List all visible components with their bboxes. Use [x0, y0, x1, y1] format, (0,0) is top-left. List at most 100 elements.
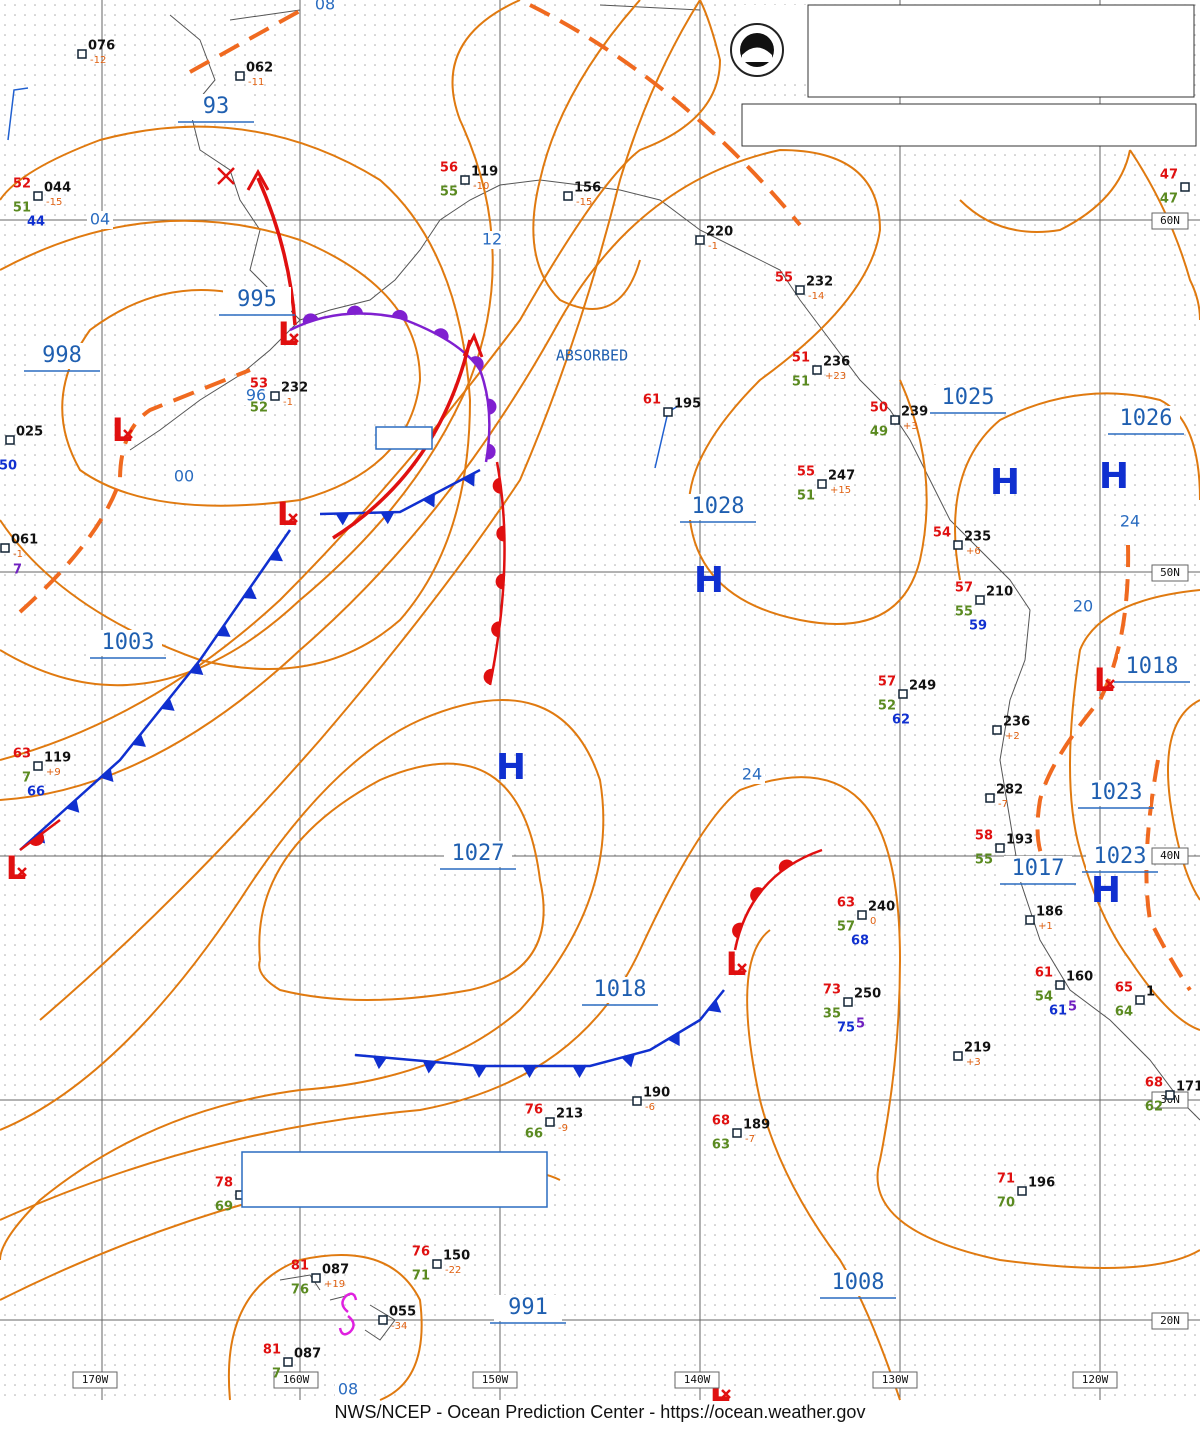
pressure-label: 998: [42, 343, 82, 368]
front: [19, 819, 61, 851]
lon-label: 120W: [1082, 1373, 1109, 1386]
pip: [132, 733, 146, 747]
station: [33, 191, 43, 201]
station-pressure: 250: [854, 987, 881, 1002]
high-center: H: [496, 747, 526, 788]
lat-label: 40N: [1160, 849, 1180, 862]
station-pressure: 235: [964, 530, 991, 545]
pip: [335, 513, 350, 526]
pip: [522, 1066, 537, 1078]
isobar-label: 08: [315, 0, 335, 14]
station-temp: 73: [823, 983, 841, 998]
station-temp: 58: [975, 829, 993, 844]
station-temp: 71: [997, 1172, 1015, 1187]
pip: [346, 305, 363, 314]
pip: [472, 1065, 487, 1078]
station-tendency: -15: [576, 197, 592, 208]
label-bg: [182, 94, 250, 120]
cold-pip: [472, 1065, 487, 1078]
station: [663, 407, 673, 417]
label-bg: [1151, 212, 1189, 230]
high-center: H: [1091, 870, 1121, 911]
station-dewpoint: 35: [823, 1007, 841, 1022]
station: [992, 725, 1002, 735]
cold-pip: [335, 513, 350, 526]
pip: [572, 1066, 587, 1078]
station-pressure: 219: [964, 1041, 991, 1056]
pressure-label: 93: [203, 94, 230, 119]
station-pressure: 061: [11, 533, 38, 548]
footer: NWS/NCEP - Ocean Prediction Center - htt…: [335, 1402, 866, 1422]
station-temp: 76: [412, 1245, 430, 1260]
pip: [667, 1032, 680, 1047]
pip: [492, 477, 502, 494]
station-dewpoint: 51: [797, 489, 815, 504]
station-tendency: +6: [966, 546, 981, 557]
station-temp: 53: [250, 377, 268, 392]
station: [5, 435, 15, 445]
cold-pip: [216, 624, 231, 637]
station-dewpoint: 63: [712, 1138, 730, 1153]
warm-pip: [391, 309, 408, 321]
station-pressure: 247: [828, 469, 855, 484]
station-tendency: +1: [1038, 921, 1053, 932]
storm-track: [256, 177, 297, 326]
station: [33, 761, 43, 771]
station-temp: 68: [712, 1114, 730, 1129]
pressure-label: 1023: [1090, 780, 1143, 805]
cold-pip: [572, 1066, 587, 1078]
station-tendency: -12: [90, 55, 106, 66]
front: [289, 312, 491, 463]
pip: [433, 328, 449, 341]
station-pressure: 249: [909, 679, 936, 694]
station: [795, 285, 805, 295]
cold-pip: [242, 586, 257, 600]
label-bg: [494, 1295, 562, 1321]
station-tendency: -7: [745, 1134, 755, 1145]
label-bg: [674, 1371, 720, 1389]
pip: [372, 1056, 387, 1070]
station-temp: 55: [797, 465, 815, 480]
station-pressure: 282: [996, 783, 1023, 798]
cold-pip: [667, 1032, 680, 1047]
cold-pip: [707, 999, 722, 1013]
station-pressure: 189: [743, 1118, 770, 1133]
warm-pip: [495, 573, 505, 590]
station-tendency: -22: [445, 1265, 461, 1276]
low-x: [17, 867, 27, 877]
pip: [100, 768, 114, 782]
station-temp: 61: [643, 393, 661, 408]
station-pressure: 087: [322, 1263, 349, 1278]
lon-label: 160W: [283, 1373, 310, 1386]
track-end-x: [217, 167, 235, 185]
cold-pip: [372, 1056, 387, 1070]
station-dewpoint: 52: [250, 401, 268, 416]
label-bg: [444, 841, 512, 867]
low-x: [721, 1389, 731, 1399]
track-arrow: [246, 168, 270, 191]
cold-pip: [522, 1066, 537, 1078]
high-center: H: [1099, 456, 1129, 497]
low-center: L: [112, 411, 132, 449]
warm-pip: [486, 443, 496, 460]
station-temp: 50: [870, 401, 888, 416]
station-tendency: -34: [391, 1321, 407, 1332]
warm-pip: [496, 525, 505, 542]
high-center: H: [990, 462, 1020, 503]
pip: [66, 799, 80, 813]
label-bg: [1151, 1312, 1189, 1330]
station-dewpoint: 70: [997, 1196, 1015, 1211]
station-tendency: 0: [870, 916, 876, 927]
station-pressure: 236: [823, 355, 850, 370]
station-dewpoint: 51: [13, 201, 31, 216]
station-pressure: 210: [986, 585, 1013, 600]
lat-label: 50N: [1160, 566, 1180, 579]
station-temp: 78: [215, 1176, 233, 1191]
label-bg: [28, 343, 96, 369]
station-dewpoint: 55: [440, 185, 458, 200]
pip: [483, 668, 494, 685]
warm-pip: [732, 922, 743, 939]
pressure-label: 1027: [452, 841, 505, 866]
station: [311, 1273, 321, 1283]
